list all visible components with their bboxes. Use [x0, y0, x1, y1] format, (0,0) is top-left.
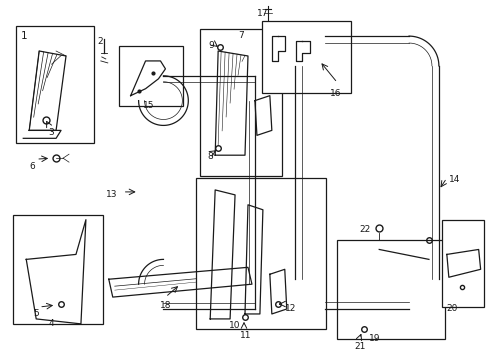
Text: 1: 1 [21, 31, 28, 41]
Text: 12: 12 [284, 304, 296, 313]
Bar [441, 220, 483, 307]
Text: 5: 5 [33, 309, 39, 318]
Text: 8: 8 [207, 152, 213, 161]
Text: 14: 14 [448, 175, 459, 184]
Bar [13, 215, 102, 324]
Text: 15: 15 [142, 100, 154, 109]
Text: 13: 13 [105, 190, 117, 199]
Bar [262, 21, 351, 93]
Text: 18: 18 [160, 301, 171, 310]
Bar [119, 46, 183, 105]
Text: 20: 20 [446, 304, 457, 313]
Bar [200, 29, 281, 176]
Text: 3: 3 [48, 129, 54, 138]
Text: 11: 11 [240, 331, 251, 340]
Text: 4: 4 [48, 319, 54, 328]
Text: 7: 7 [238, 31, 244, 40]
Text: 16: 16 [329, 89, 340, 98]
Text: 2: 2 [98, 37, 103, 46]
Text: 19: 19 [368, 334, 380, 343]
Text: 17: 17 [256, 9, 268, 18]
Text: 21: 21 [354, 342, 365, 351]
Bar [16, 26, 94, 143]
Text: 10: 10 [229, 321, 240, 330]
Text: 9: 9 [208, 41, 214, 50]
Bar [196, 178, 325, 329]
Text: 6: 6 [29, 162, 35, 171]
Bar [337, 239, 444, 339]
Text: 22: 22 [359, 225, 370, 234]
